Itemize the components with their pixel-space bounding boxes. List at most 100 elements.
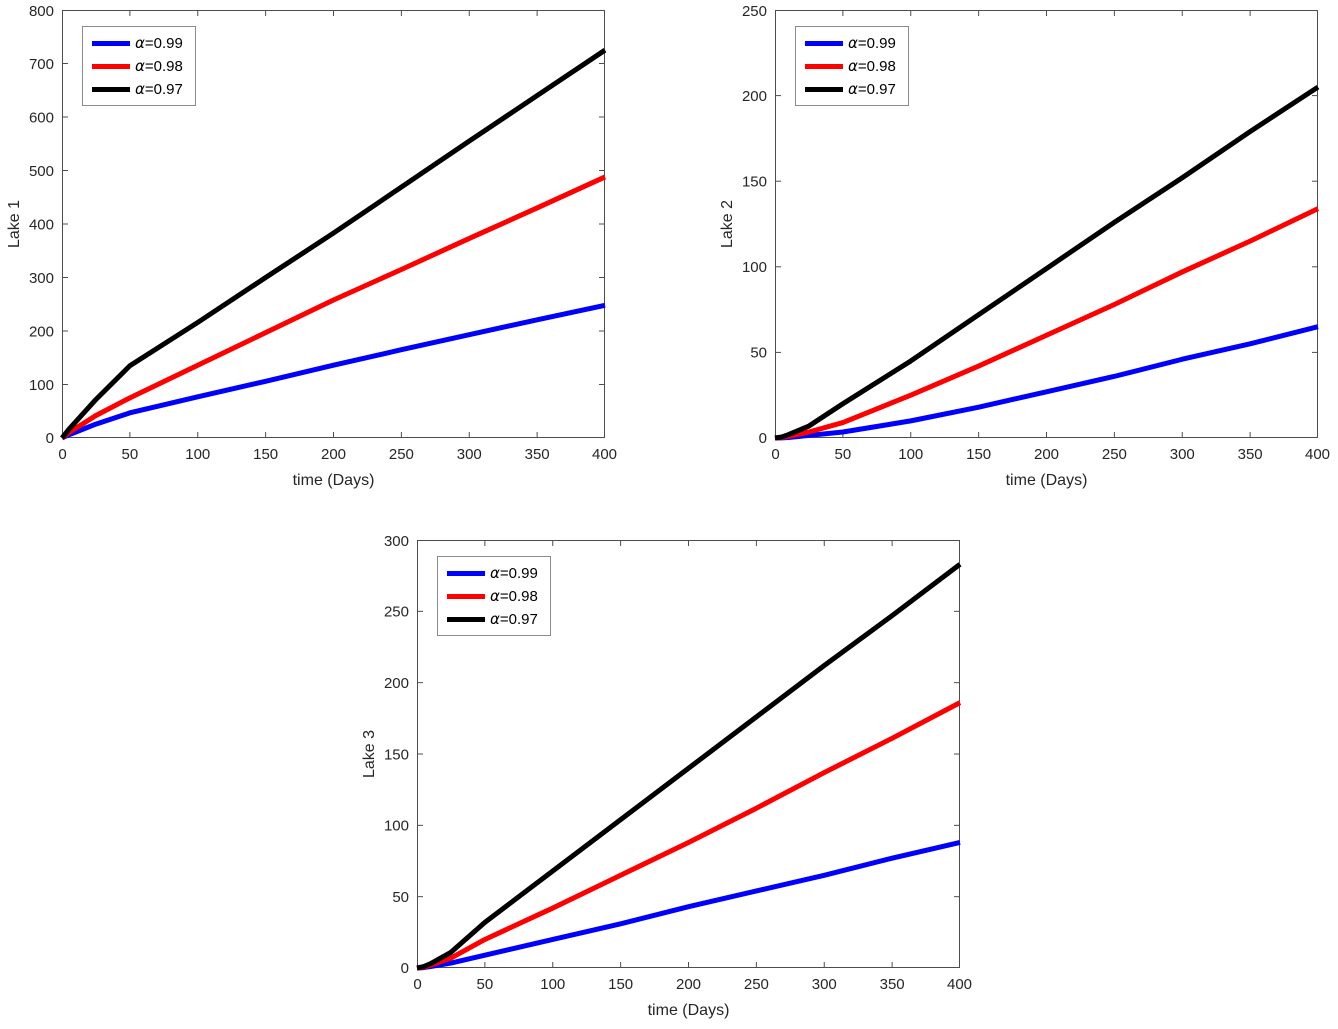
legend-label-1: α=0.98 xyxy=(848,57,896,75)
lake3-plot-canvas: 0 50 100 150 200 250 300 350 400 0 50 100 150 200 250 3… xyxy=(384,533,972,993)
series-line-1 xyxy=(60,174,607,440)
legend-entry-0: α=0.99 xyxy=(447,564,538,582)
lake1-legend: α=0.99 α=0.98 α=0.97 xyxy=(82,26,196,106)
legend-entry-2: α=0.97 xyxy=(92,80,183,98)
legend-entry-1: α=0.98 xyxy=(447,587,538,605)
legend-entry-1: α=0.98 xyxy=(92,57,183,75)
y-tick-label: 200 xyxy=(29,323,54,340)
lake2-plot-canvas: 0 50 100 150 200 250 300 350 400 0 50 100 150 200 250 xyxy=(742,3,1330,463)
x-tick-label: 0 xyxy=(58,446,66,463)
legend-label-0: α=0.99 xyxy=(490,564,538,582)
legend-label-1: α=0.98 xyxy=(490,587,538,605)
legend-label-2: α=0.97 xyxy=(848,80,896,98)
legend-label-0: α=0.99 xyxy=(848,34,896,52)
legend-entry-2: α=0.97 xyxy=(447,610,538,628)
x-tick-label: 150 xyxy=(253,446,278,463)
x-tick-label: 300 xyxy=(812,976,837,993)
x-tick-label: 250 xyxy=(389,446,414,463)
lake2-x-axis-label: time (Days) xyxy=(1005,472,1088,489)
series-line-1 xyxy=(416,700,962,971)
lake3-plot: 0 50 100 150 200 250 300 350 400 0 50 100 150 200 250 3… xyxy=(361,533,972,1019)
y-tick-label: 100 xyxy=(29,377,54,394)
x-tick-label: 100 xyxy=(185,446,210,463)
y-tick-label: 600 xyxy=(29,109,54,126)
y-tick-label: 0 xyxy=(401,960,409,977)
x-tick-label: 100 xyxy=(898,446,923,463)
legend-swatch-2 xyxy=(92,86,130,92)
y-tick-label: 200 xyxy=(384,675,409,692)
x-tick-label: 0 xyxy=(771,446,779,463)
y-tick-label: 50 xyxy=(392,889,409,906)
x-tick-label: 50 xyxy=(477,976,494,993)
legend-entry-0: α=0.99 xyxy=(805,34,896,52)
x-tick-label: 400 xyxy=(947,976,972,993)
y-tick-label: 50 xyxy=(750,345,767,362)
legend-swatch-2 xyxy=(805,86,843,92)
legend-swatch-2 xyxy=(447,616,485,622)
lake3-x-axis-label: time (Days) xyxy=(647,1002,730,1019)
y-tick-label: 250 xyxy=(742,3,767,20)
legend-label-1: α=0.98 xyxy=(135,57,183,75)
x-tick-label: 200 xyxy=(321,446,346,463)
series-line-2 xyxy=(60,48,607,440)
legend-swatch-1 xyxy=(805,63,843,69)
lake1-x-axis-label: time (Days) xyxy=(292,472,375,489)
y-tick-label: 300 xyxy=(29,270,54,287)
y-tick-label: 150 xyxy=(384,746,409,763)
legend-entry-2: α=0.97 xyxy=(805,80,896,98)
x-tick-label: 100 xyxy=(540,976,565,993)
y-tick-label: 800 xyxy=(29,3,54,20)
x-tick-label: 300 xyxy=(1170,446,1195,463)
x-tick-label: 200 xyxy=(676,976,701,993)
x-tick-label: 150 xyxy=(608,976,633,993)
x-tick-label: 300 xyxy=(457,446,482,463)
legend-entry-1: α=0.98 xyxy=(805,57,896,75)
legend-label-2: α=0.97 xyxy=(490,610,538,628)
y-tick-label: 100 xyxy=(384,818,409,835)
x-tick-label: 350 xyxy=(1238,446,1263,463)
x-tick-label: 250 xyxy=(744,976,769,993)
lake3-legend: α=0.99 α=0.98 α=0.97 xyxy=(437,556,551,636)
x-tick-label: 0 xyxy=(413,976,421,993)
legend-entry-0: α=0.99 xyxy=(92,34,183,52)
legend-swatch-0 xyxy=(805,40,843,46)
x-tick-label: 400 xyxy=(592,446,617,463)
legend-swatch-0 xyxy=(92,40,130,46)
y-tick-label: 200 xyxy=(742,88,767,105)
y-tick-label: 100 xyxy=(742,259,767,276)
x-tick-label: 150 xyxy=(966,446,991,463)
y-tick-label: 300 xyxy=(384,533,409,550)
lake1-plot: 0 50 100 150 200 250 300 350 400 0 100 200 300 400 500… xyxy=(6,3,617,489)
lake1-y-axis-label: Lake 1 xyxy=(6,199,23,249)
y-tick-label: 700 xyxy=(29,56,54,73)
x-tick-label: 250 xyxy=(1102,446,1127,463)
x-tick-label: 50 xyxy=(835,446,852,463)
x-tick-label: 350 xyxy=(880,976,905,993)
series-line-2 xyxy=(774,84,1320,441)
legend-swatch-1 xyxy=(447,593,485,599)
legend-swatch-0 xyxy=(447,570,485,576)
series-line-0 xyxy=(60,302,606,441)
series-line-2 xyxy=(416,562,962,971)
lake1-plot-canvas: 0 50 100 150 200 250 300 350 400 0 100 200 300 400 500… xyxy=(29,3,617,463)
series-line-1 xyxy=(774,206,1320,441)
legend-label-2: α=0.97 xyxy=(135,80,183,98)
y-tick-label: 0 xyxy=(46,430,54,447)
x-tick-label: 200 xyxy=(1034,446,1059,463)
x-tick-label: 350 xyxy=(525,446,550,463)
legend-swatch-1 xyxy=(92,63,130,69)
series-line-0 xyxy=(774,324,1319,441)
lake2-y-axis-label: Lake 2 xyxy=(719,199,736,249)
series-line-0 xyxy=(416,840,961,971)
y-tick-label: 0 xyxy=(759,430,767,447)
lake3-y-axis-label: Lake 3 xyxy=(361,729,378,779)
x-tick-label: 400 xyxy=(1305,446,1330,463)
x-tick-label: 50 xyxy=(122,446,139,463)
y-tick-label: 500 xyxy=(29,163,54,180)
y-tick-label: 150 xyxy=(742,173,767,190)
lake2-plot: 0 50 100 150 200 250 300 350 400 0 50 100 150 200 250 … xyxy=(719,3,1330,489)
y-tick-label: 250 xyxy=(384,604,409,621)
legend-label-0: α=0.99 xyxy=(135,34,183,52)
y-tick-label: 400 xyxy=(29,216,54,233)
